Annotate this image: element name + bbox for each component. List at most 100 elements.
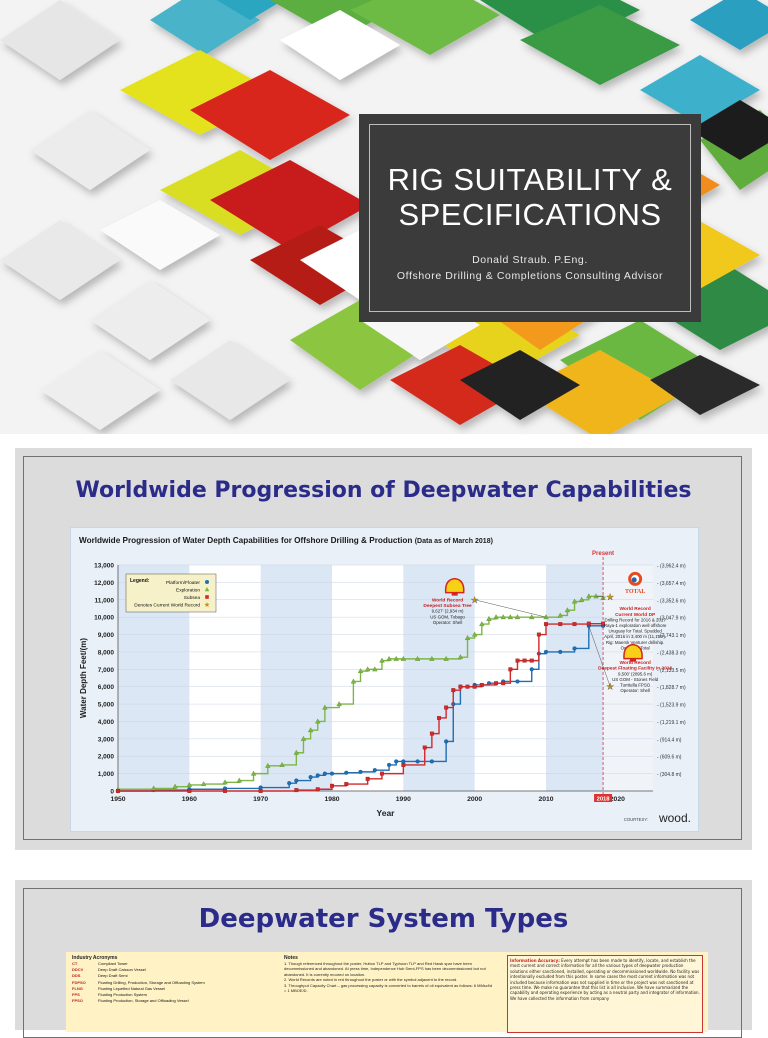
acronym-code: FLNG: [72, 985, 83, 991]
acronym-code: DDS: [72, 973, 81, 979]
data-point: [557, 612, 563, 618]
total-logo-text: TOTAL: [625, 589, 645, 595]
acronym-text: Floating Drilling, Production, Storage a…: [98, 979, 205, 985]
wood-brand: wood.: [658, 811, 691, 825]
data-point: [393, 655, 399, 661]
data-point: [479, 683, 484, 687]
callout-line: US GOM, Tobago: [430, 614, 465, 619]
data-point: [501, 681, 506, 686]
data-point: [293, 749, 299, 755]
data-point: [429, 655, 435, 661]
acronym-row: FPSO Floating Production, Storage and Off…: [72, 998, 272, 1004]
data-point: [515, 658, 520, 663]
data-point: [265, 762, 271, 768]
acronym-text: Compliant Tower: [98, 961, 128, 966]
callout-line: US GOM - Stones Field: [612, 677, 659, 682]
callout-line: Operator: Shell: [433, 620, 463, 625]
y-tick-label: 0: [110, 789, 114, 796]
y-tick-label: 13,000: [94, 563, 114, 570]
data-point: [315, 787, 320, 792]
y-tick-label: 6,000: [98, 684, 115, 691]
author-name: Donald Straub. P.Eng.: [472, 254, 588, 266]
data-point: [529, 658, 534, 663]
data-point: [529, 614, 535, 620]
shell-logo-icon: [623, 643, 643, 660]
shell-logo-icon: [444, 577, 465, 594]
data-point: [279, 762, 285, 767]
data-point: [151, 785, 157, 791]
y-tick-label: 11,000: [94, 597, 114, 604]
y-axis-title: Water Depth Feet/(m): [79, 638, 88, 718]
slide-heading: Deepwater System Types: [198, 904, 569, 934]
data-point: [444, 739, 449, 744]
data-point: [379, 657, 385, 663]
x-tick-label: 2010: [538, 796, 553, 803]
notes-title: Notes: [284, 955, 298, 961]
data-point: [365, 666, 371, 672]
data-point: [571, 598, 578, 604]
data-point: [400, 655, 406, 661]
data-point: [308, 775, 313, 780]
data-point: [372, 666, 378, 672]
callout-line: 9,627' (2,934 m): [432, 609, 464, 614]
year-2018-badge: [594, 794, 613, 802]
legend-marker: [205, 595, 209, 599]
y-tick-label: 1,000: [98, 771, 115, 778]
data-point: [394, 759, 399, 764]
x-tick-label: 1960: [182, 796, 197, 803]
acronym-list: CT Compliant Tower DDCV Deep Draft Caisson …: [72, 961, 272, 1004]
world-record-star: ★: [606, 593, 614, 603]
y-tick-label: 12,000: [94, 580, 114, 587]
data-point: [172, 783, 178, 789]
legend-label: Subsea: [184, 595, 201, 601]
y-tick-label: 4,000: [98, 719, 115, 726]
y-tick-label: 9,000: [98, 632, 115, 639]
right-tick-label: - (2,438.3 m): [657, 650, 686, 656]
right-tick-label: - (2,133.5 m): [657, 668, 686, 674]
world-record-star: ★: [471, 596, 479, 606]
data-point: [593, 593, 599, 599]
callout-line: Raya-1 exploration well offshore: [604, 623, 667, 628]
data-point: [507, 614, 513, 620]
title-line-1: RIG SUITABILITY &: [387, 162, 673, 197]
data-point: [457, 654, 464, 660]
data-point: [558, 649, 563, 654]
data-point: [336, 701, 342, 707]
data-point: [307, 727, 314, 733]
y-tick-label: 2,000: [98, 754, 115, 761]
data-point: [350, 678, 357, 684]
note-1: 1. Though referenced throughout the post…: [284, 961, 486, 977]
data-point: [329, 771, 335, 776]
x-tick-label: 1990: [396, 796, 411, 803]
data-point: [287, 781, 292, 786]
callout-line: Deepest Subsea Tree: [423, 603, 472, 609]
data-point: [322, 771, 327, 776]
data-point: [429, 759, 434, 764]
slide-title: RIG SUITABILITY & SPECIFICATIONS: [359, 162, 701, 232]
data-point: [379, 771, 384, 776]
data-point: [572, 622, 577, 627]
acronym-code: FDPSO: [72, 979, 86, 985]
y-tick-label: 7,000: [98, 667, 115, 674]
water-depth-chart: Worldwide Progression of Water Depth Cap…: [71, 528, 698, 831]
data-point: [572, 646, 577, 651]
x-tick-label: 1980: [324, 796, 339, 803]
data-point: [414, 655, 421, 661]
data-point: [515, 679, 520, 684]
acronym-text: Deep Draft Caisson Vessel: [98, 967, 146, 973]
data-point: [494, 681, 499, 686]
data-point: [357, 668, 364, 673]
callout-line: Operator: Shell: [620, 688, 650, 693]
data-point: [300, 735, 307, 741]
shell-logo-base: [630, 658, 637, 662]
right-tick-label: - (609.6 m): [657, 755, 682, 761]
acronym-row: DDS Deep Draft Semi: [72, 973, 272, 979]
callout-line: World Record: [619, 660, 650, 666]
data-point: [464, 635, 471, 640]
right-tick-label: - (1,523.9 m): [657, 703, 686, 709]
data-point: [486, 615, 492, 621]
slide-frame: [23, 456, 742, 840]
acronym-row: DDCV Deep Draft Caisson Vessel: [72, 967, 272, 973]
shell-logo: [444, 577, 465, 596]
